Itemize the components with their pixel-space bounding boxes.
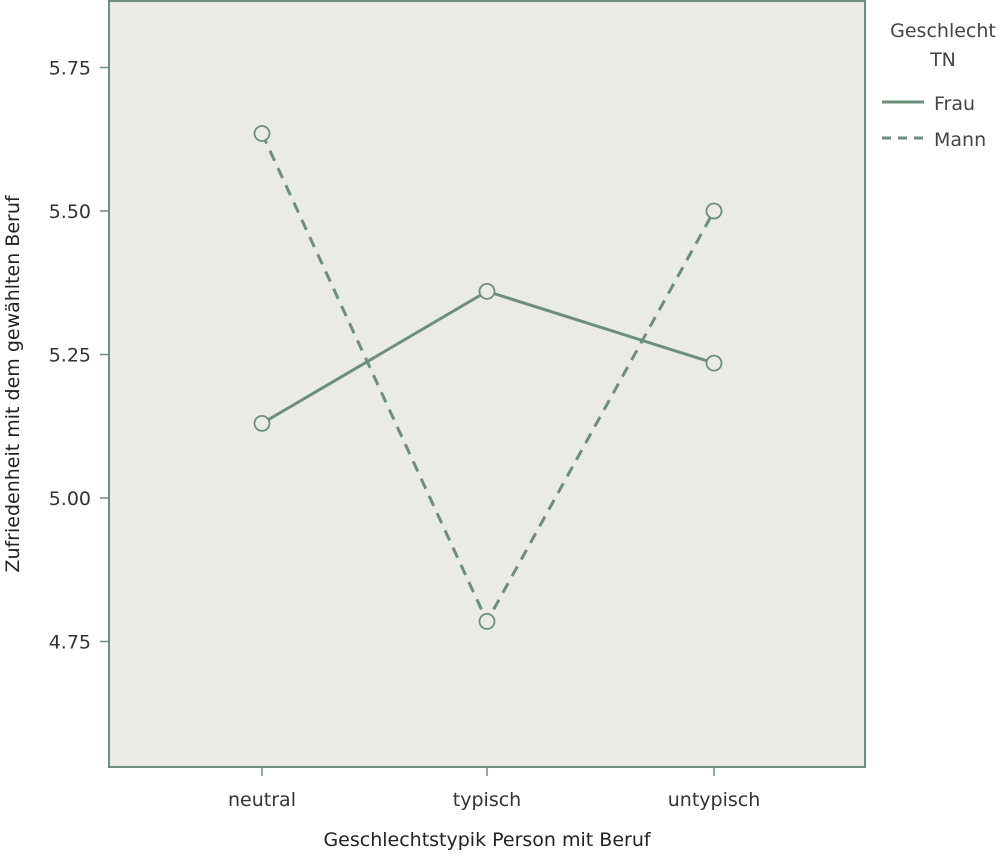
x-axis-title: Geschlechtstypik Person mit Beruf [323,829,651,851]
plot-area [108,0,866,768]
data-point-frau-neutral [253,414,271,432]
data-point-mann-neutral [253,125,271,142]
legend: Geschlecht TN Frau Mann [882,20,996,151]
x-tick-label-neutral: neutral [228,789,296,811]
legend-label-mann: Mann [934,129,986,151]
data-point-frau-typisch [478,282,496,300]
data-point-frau-untypisch [705,354,723,372]
legend-subtitle: TN [929,49,956,71]
data-point-mann-typisch [478,613,496,630]
x-axis: neutral typisch untypisch [228,767,760,811]
y-axis-title: Zufriedenheit mit dem gewählten Beruf [2,194,24,572]
x-tick-label-untypisch: untypisch [668,789,761,811]
y-tick-label: 5.00 [49,488,91,510]
series-layer [253,125,723,630]
y-axis: 4.75 5.00 5.25 5.50 5.75 [49,58,109,654]
y-tick-label: 5.50 [49,201,91,223]
x-tick-label-typisch: typisch [453,789,521,811]
legend-label-frau: Frau [934,93,975,115]
y-tick-label: 5.75 [49,58,91,80]
y-tick-label: 5.25 [49,345,91,367]
legend-title: Geschlecht [890,20,996,42]
data-point-mann-untypisch [705,202,723,220]
y-tick-label: 4.75 [49,632,91,654]
